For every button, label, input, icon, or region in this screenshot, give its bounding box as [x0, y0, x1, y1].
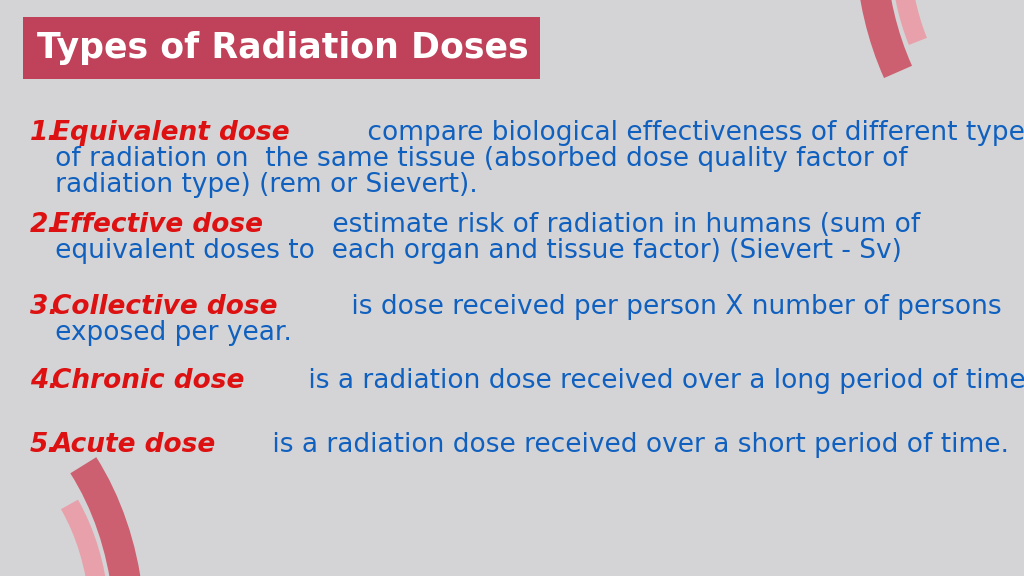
Text: Equivalent dose: Equivalent dose	[52, 120, 290, 146]
Text: radiation type) (rem or Sievert).: radiation type) (rem or Sievert).	[30, 172, 478, 198]
Text: exposed per year.: exposed per year.	[30, 320, 292, 346]
Text: Collective dose: Collective dose	[52, 294, 278, 320]
Text: 3.: 3.	[30, 294, 58, 320]
Text: is dose received per person X number of persons: is dose received per person X number of …	[343, 294, 1001, 320]
Text: of radiation on  the same tissue (absorbed dose quality factor of: of radiation on the same tissue (absorbe…	[30, 146, 907, 172]
Text: Acute dose: Acute dose	[52, 432, 216, 458]
FancyBboxPatch shape	[23, 17, 540, 79]
Text: equivalent doses to  each organ and tissue factor) (Sievert - Sv): equivalent doses to each organ and tissu…	[30, 238, 902, 264]
Text: Chronic dose: Chronic dose	[52, 368, 245, 394]
Text: is a radiation dose received over a long period of time.: is a radiation dose received over a long…	[300, 368, 1024, 394]
Text: 4.: 4.	[30, 368, 58, 394]
Text: estimate risk of radiation in humans (sum of: estimate risk of radiation in humans (su…	[325, 212, 921, 238]
Text: 2.: 2.	[30, 212, 58, 238]
Text: 5.: 5.	[30, 432, 58, 458]
Text: compare biological effectiveness of different types: compare biological effectiveness of diff…	[358, 120, 1024, 146]
Text: 1.: 1.	[30, 120, 58, 146]
Text: is a radiation dose received over a short period of time.: is a radiation dose received over a shor…	[264, 432, 1009, 458]
Text: Effective dose: Effective dose	[52, 212, 263, 238]
Text: Types of Radiation Doses: Types of Radiation Doses	[37, 31, 528, 66]
